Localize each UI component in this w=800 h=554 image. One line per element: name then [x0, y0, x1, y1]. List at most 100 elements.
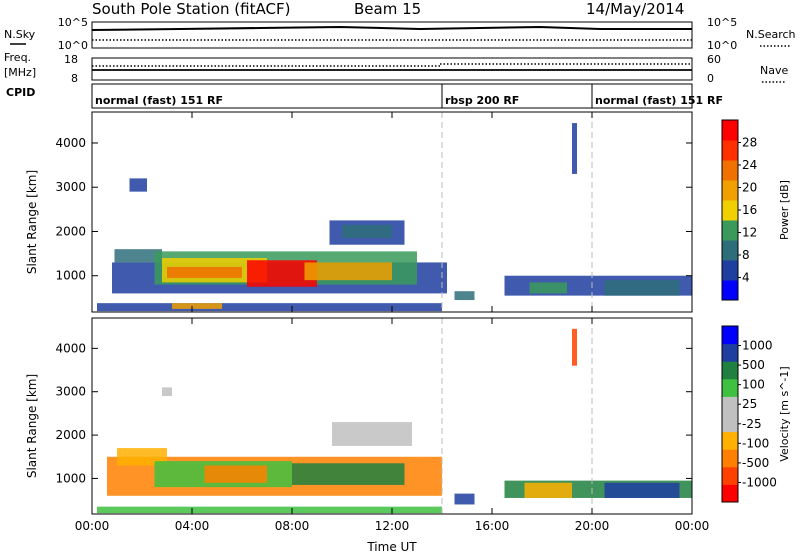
colorbar-tick-label: -25: [742, 417, 762, 431]
velocity-panel: 1000 2000 3000 4000 00:00 04:00 08:00 12:00 16:0…: [25, 317, 791, 554]
colorbar-segment: [722, 140, 738, 161]
x-tick-label: 16:00: [475, 519, 510, 533]
colorbar-tick-label: 20: [742, 181, 757, 195]
colorbar-segment: [722, 180, 738, 201]
data-block: [342, 224, 392, 239]
freq-tick-bottom: 8: [71, 72, 78, 85]
cpid-segment-label: normal (fast) 151 RF: [595, 94, 723, 107]
x-tick-label: 04:00: [175, 519, 210, 533]
colorbar-segment: [722, 120, 738, 141]
nsky-panel: N.Sky 10^5 10^0 10^5 10^0 N.Search: [4, 16, 796, 52]
data-block: [572, 123, 577, 174]
nsky-label: N.Sky: [4, 28, 36, 41]
colorbar-segment: [722, 343, 738, 362]
colorbar-segment: [722, 361, 738, 380]
freq-label-line1: Freq.: [4, 51, 31, 64]
colorbar-tick-label: 100: [742, 378, 765, 392]
data-block: [454, 291, 475, 301]
colorbar-label: Power [dB]: [778, 180, 791, 240]
y-tick-label: 2000: [55, 428, 86, 442]
cpid-row: CPID normal (fast) 151 RF rbsp 200 RF norm…: [6, 83, 723, 109]
freq-panel: Freq. [MHz] 18 8 60 0 Nave: [4, 51, 788, 85]
data-block: [204, 465, 267, 483]
colorbar-segment: [722, 160, 738, 181]
data-block: [97, 506, 442, 514]
data-block: [292, 463, 405, 485]
freq-frame: [91, 57, 693, 81]
colorbar-segment: [722, 200, 738, 221]
colorbar-segment: [722, 449, 738, 468]
data-block: [529, 282, 567, 294]
colorbar-segment: [722, 326, 738, 345]
nsky-tick-top: 10^5: [58, 16, 88, 29]
colorbar-label: Velocity [m s^-1]: [778, 366, 791, 461]
heatmap-panels: 1000 2000 3000 4000 Slant Range [km] 4 8 12 16 20…: [25, 111, 791, 554]
y-tick-label: 3000: [55, 180, 86, 194]
colorbar-segment: [722, 378, 738, 397]
x-axis-label: Time UT: [366, 540, 417, 554]
nave-label: Nave: [760, 64, 788, 77]
cpid-segments: normal (fast) 151 RF rbsp 200 RF normal (f…: [95, 84, 723, 108]
data-block: [604, 482, 680, 498]
data-block: [604, 280, 680, 296]
colorbar-segment: [722, 466, 738, 485]
nsky-trace: [91, 25, 692, 31]
data-block: [524, 482, 572, 498]
y-tick-label: 1000: [55, 471, 86, 485]
x-tick-label: 08:00: [275, 519, 310, 533]
freq-tick-top: 18: [64, 53, 78, 66]
colorbar-segment: [722, 396, 738, 415]
cpid-segment-label: rbsp 200 RF: [445, 94, 519, 107]
beam-label: Beam 15: [354, 0, 421, 18]
x-tick-label: 00:00: [675, 519, 710, 533]
nave-tick-bottom: 0: [707, 72, 714, 85]
colorbar-tick-label: -1000: [742, 475, 777, 489]
data-block: [304, 262, 392, 281]
y-tick-label: 2000: [55, 224, 86, 238]
colorbar-tick-label: 1000: [742, 339, 773, 353]
colorbar-segment: [722, 240, 738, 261]
data-block: [162, 387, 172, 397]
station-title: South Pole Station (fitACF): [92, 0, 290, 18]
x-tick-label: 00:00: [75, 519, 110, 533]
x-tick-label: 20:00: [575, 519, 610, 533]
data-block: [332, 422, 412, 446]
colorbar-tick-label: 28: [742, 136, 757, 150]
colorbar-tick-label: 16: [742, 203, 757, 217]
y-tick-label: 4000: [55, 341, 86, 355]
nsky-frame: [91, 21, 693, 49]
colorbar-segment: [722, 414, 738, 433]
colorbar-tick-label: 24: [742, 158, 757, 172]
data-block: [572, 328, 577, 366]
data-block: [454, 493, 475, 505]
nave-tick-top: 60: [707, 53, 721, 66]
colorbar-segment: [722, 484, 738, 503]
colorbar-frame: [721, 325, 739, 503]
power-panel: 1000 2000 3000 4000 Slant Range [km] 4 8 12 16 20…: [25, 111, 791, 313]
nsearch-tick-top: 10^5: [707, 16, 737, 29]
data-block: [97, 303, 442, 312]
colorbar-tick-label: 25: [742, 397, 757, 411]
colorbar-segment: [722, 260, 738, 281]
data-block: [167, 266, 242, 278]
colorbar-segment: [722, 280, 738, 301]
y-tick-label: 3000: [55, 385, 86, 399]
freq-label-line2: [MHz]: [4, 66, 36, 79]
colorbar-segment: [722, 220, 738, 241]
y-axis-label: Slant Range [km]: [25, 374, 39, 478]
cpid-label: CPID: [6, 86, 35, 99]
date-label: 14/May/2014: [586, 0, 684, 18]
nsearch-label: N.Search: [746, 28, 796, 41]
x-tick-label: 12:00: [375, 519, 410, 533]
nsky-tick-bottom: 10^0: [58, 39, 88, 52]
colorbar-tick-label: -500: [742, 456, 769, 470]
colorbar-tick-label: 8: [742, 248, 750, 262]
nave-trace: [92, 63, 692, 67]
data-block: [129, 178, 147, 192]
data-block: [114, 249, 162, 263]
cpid-segment-label: normal (fast) 151 RF: [95, 94, 223, 107]
y-tick-label: 1000: [55, 269, 86, 283]
nsearch-tick-bottom: 10^0: [707, 39, 737, 52]
colorbar-tick-label: 4: [742, 271, 750, 285]
